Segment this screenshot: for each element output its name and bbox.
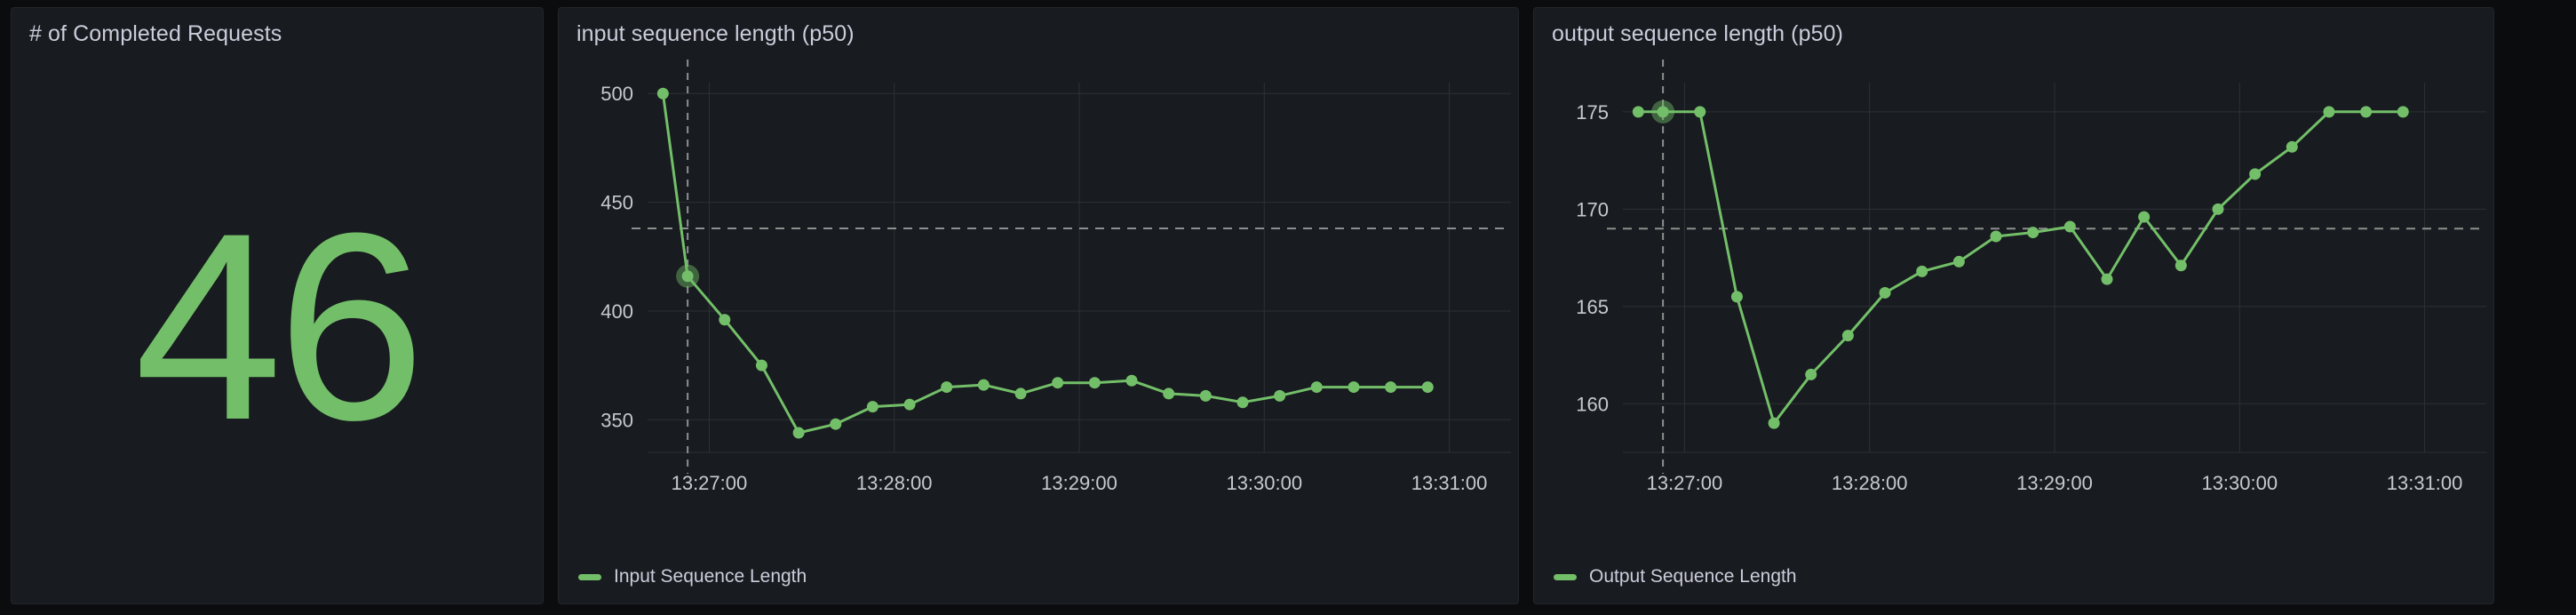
x-axis-tick-label: 13:31:00	[2387, 472, 2463, 494]
y-axis-tick-label: 350	[600, 409, 633, 431]
x-axis-tick-label: 13:30:00	[2201, 472, 2278, 494]
data-point[interactable]	[1385, 381, 1397, 394]
series-line-output-sequence-length	[1636, 110, 2405, 425]
data-point[interactable]	[1236, 396, 1249, 409]
data-point[interactable]	[792, 427, 805, 439]
data-point[interactable]	[2138, 211, 2151, 223]
data-point[interactable]	[941, 381, 953, 394]
data-point[interactable]	[1199, 389, 1212, 402]
data-point[interactable]	[1632, 106, 1644, 118]
data-point[interactable]	[830, 418, 842, 430]
panel-title-completed-requests: # of Completed Requests	[29, 21, 282, 46]
x-axis-tick-label: 13:28:00	[856, 472, 933, 494]
y-axis-tick-label: 175	[1576, 101, 1609, 124]
timeseries-svg-output[interactable]: 160 165 170 175 13:27:00 13:28:00 13:29:00 13:3…	[1534, 54, 2493, 570]
data-point[interactable]	[2323, 106, 2335, 118]
data-point[interactable]	[1694, 106, 1706, 118]
data-point[interactable]	[1657, 106, 1669, 118]
timeseries-svg-input[interactable]: 350 400 450 500 13:27:00 13:28:00 13:29:00 13:3…	[559, 54, 1518, 570]
data-point[interactable]	[1274, 389, 1286, 402]
data-point[interactable]	[681, 270, 694, 283]
data-point[interactable]	[866, 401, 879, 413]
data-point[interactable]	[1841, 330, 1854, 342]
legend-output[interactable]: Output Sequence Length	[1554, 566, 1797, 587]
x-axis-tick-label: 13:29:00	[1041, 472, 1117, 494]
data-point[interactable]	[1952, 255, 1965, 268]
y-axis-tick-label: 450	[600, 192, 633, 214]
chart-input-sequence-length[interactable]: 350 400 450 500 13:27:00 13:28:00 13:29:00 13:3…	[559, 54, 1518, 570]
data-point[interactable]	[2286, 140, 2298, 153]
data-point[interactable]	[2027, 227, 2039, 239]
data-point[interactable]	[1348, 381, 1360, 394]
x-axis-tick-label: 13:28:00	[1832, 472, 1908, 494]
chart-output-sequence-length[interactable]: 160 165 170 175 13:27:00 13:28:00 13:29:00 13:3…	[1534, 54, 2493, 570]
y-axis-tick-label: 165	[1576, 296, 1609, 318]
data-point[interactable]	[2397, 106, 2409, 118]
data-point[interactable]	[1014, 387, 1027, 400]
data-point[interactable]	[2212, 203, 2224, 215]
data-point[interactable]	[903, 398, 916, 411]
panel-title-input-sequence-length: input sequence length (p50)	[576, 21, 855, 46]
data-point[interactable]	[719, 314, 731, 326]
data-point[interactable]	[2249, 168, 2262, 180]
y-axis-tick-label: 170	[1576, 198, 1609, 220]
x-axis-tick-label: 13:29:00	[2016, 472, 2093, 494]
y-axis-tick-label: 160	[1576, 393, 1609, 415]
data-point[interactable]	[1805, 368, 1817, 380]
data-point[interactable]	[1052, 377, 1064, 389]
legend-input[interactable]: Input Sequence Length	[578, 566, 807, 587]
data-point[interactable]	[977, 379, 990, 391]
stat-value-completed-requests: 46	[134, 177, 425, 475]
legend-color-swatch-icon	[578, 573, 601, 580]
data-point[interactable]	[2360, 106, 2373, 118]
data-point[interactable]	[1310, 381, 1323, 394]
data-point[interactable]	[1125, 374, 1138, 387]
data-point[interactable]	[2063, 220, 2076, 233]
data-point[interactable]	[1163, 387, 1175, 400]
data-point[interactable]	[2101, 273, 2113, 285]
legend-label-output[interactable]: Output Sequence Length	[1589, 566, 1797, 587]
panel-title-output-sequence-length: output sequence length (p50)	[1552, 21, 1844, 46]
stat-body: 46	[12, 56, 543, 596]
data-point[interactable]	[1421, 381, 1434, 394]
data-point[interactable]	[1879, 286, 1891, 299]
series-line-input-sequence-length	[661, 92, 1429, 435]
x-axis-tick-label: 13:27:00	[1647, 472, 1723, 494]
y-axis-tick-label: 400	[600, 300, 633, 323]
panel-completed-requests[interactable]: # of Completed Requests 46	[11, 7, 544, 604]
x-axis-tick-label: 13:27:00	[672, 472, 748, 494]
data-point[interactable]	[1916, 265, 1928, 277]
data-point[interactable]	[1088, 377, 1101, 389]
panel-output-sequence-length[interactable]: output sequence length (p50) 160 165 170 17…	[1533, 7, 2494, 604]
data-point[interactable]	[1768, 417, 1780, 429]
panel-input-sequence-length[interactable]: input sequence length (p50) 350 400 450 500…	[558, 7, 1519, 604]
data-point[interactable]	[2174, 260, 2187, 272]
legend-label-input[interactable]: Input Sequence Length	[614, 566, 807, 587]
data-point[interactable]	[755, 359, 767, 371]
data-point[interactable]	[1730, 291, 1743, 303]
data-point[interactable]	[656, 87, 669, 100]
legend-color-swatch-icon	[1554, 573, 1577, 580]
data-point[interactable]	[1990, 230, 2002, 243]
y-axis-tick-label: 500	[600, 83, 633, 105]
x-axis-tick-label: 13:30:00	[1226, 472, 1302, 494]
x-axis-tick-label: 13:31:00	[1411, 472, 1488, 494]
